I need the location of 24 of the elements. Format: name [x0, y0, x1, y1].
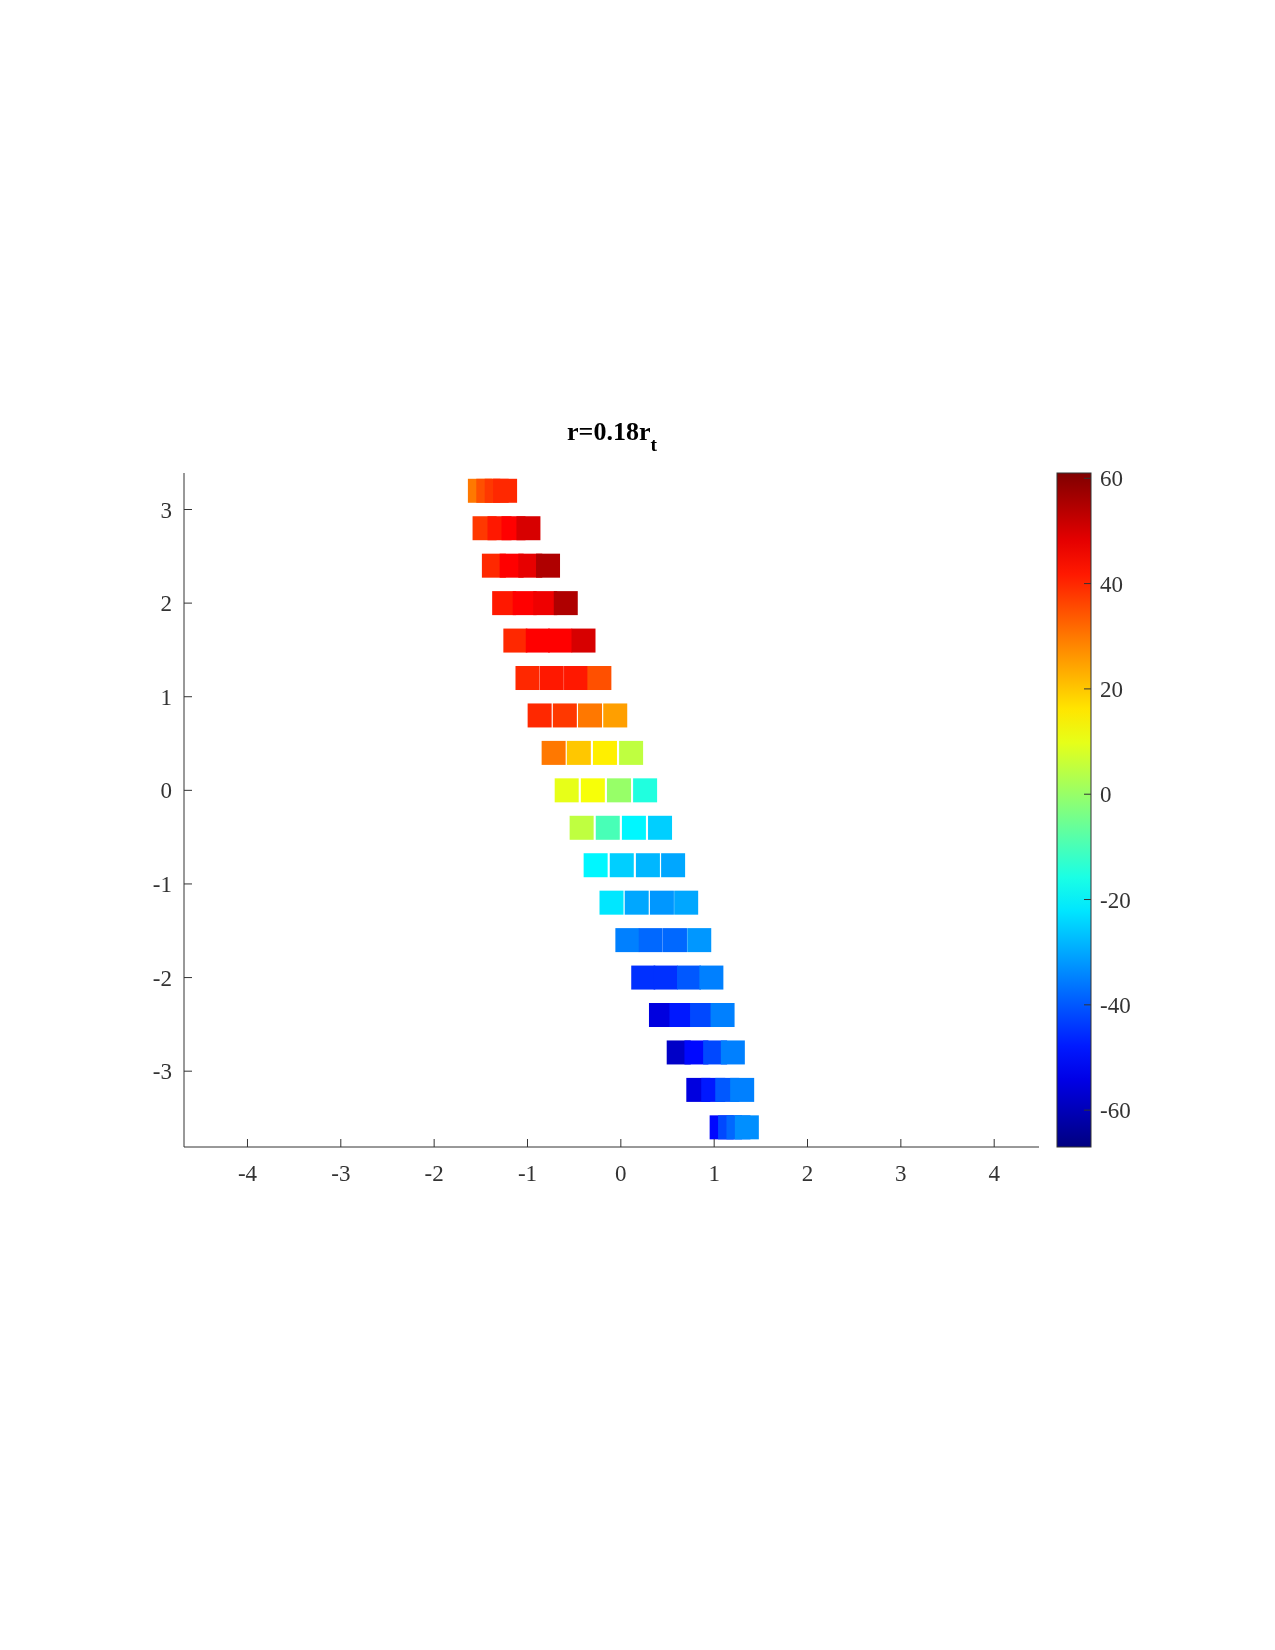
x-tick-label: 4: [988, 1161, 1001, 1186]
y-tick-label: -2: [152, 965, 172, 991]
x-tick-label: 1: [708, 1161, 720, 1186]
color-bar-label: 60: [1100, 466, 1123, 492]
x-tick-label: -2: [424, 1161, 444, 1186]
x-tick-label: 0: [615, 1161, 627, 1186]
x-tick-label: 3: [895, 1161, 907, 1186]
y-tick-label: 1: [160, 684, 172, 710]
color-bar-label: 20: [1100, 676, 1123, 702]
x-tick-label: -1: [517, 1161, 538, 1186]
color-bar-label: 0: [1100, 782, 1112, 808]
y-tick-label: 2: [160, 591, 172, 617]
y-tick-label: -1: [152, 871, 172, 897]
color-bar-label: -40: [1100, 992, 1131, 1018]
x-tick-label: 2: [801, 1161, 814, 1186]
color-bar-label: -20: [1100, 887, 1131, 913]
color-bar-label: 40: [1100, 571, 1123, 597]
x-tick-label: -4: [237, 1161, 258, 1186]
chart-title: r=0.18r$_{t}$: [567, 417, 658, 455]
color-bar-label: -60: [1100, 1098, 1131, 1124]
y-tick-label: 0: [160, 778, 172, 804]
y-tick-label: 3: [160, 497, 172, 523]
y-tick-label: -3: [152, 1059, 172, 1085]
x-tick-label: -3: [331, 1161, 351, 1186]
